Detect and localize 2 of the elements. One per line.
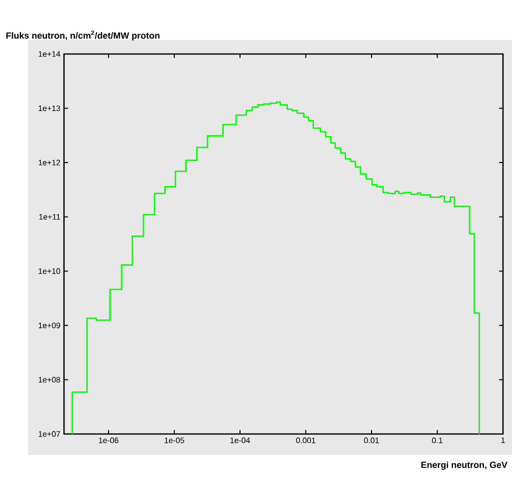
y-axis-title: Fluks neutron, n/cm$^{2}$/det/MW proton: [6, 30, 160, 40]
x-axis-title: Energi neutron, GeV: [421, 461, 508, 470]
